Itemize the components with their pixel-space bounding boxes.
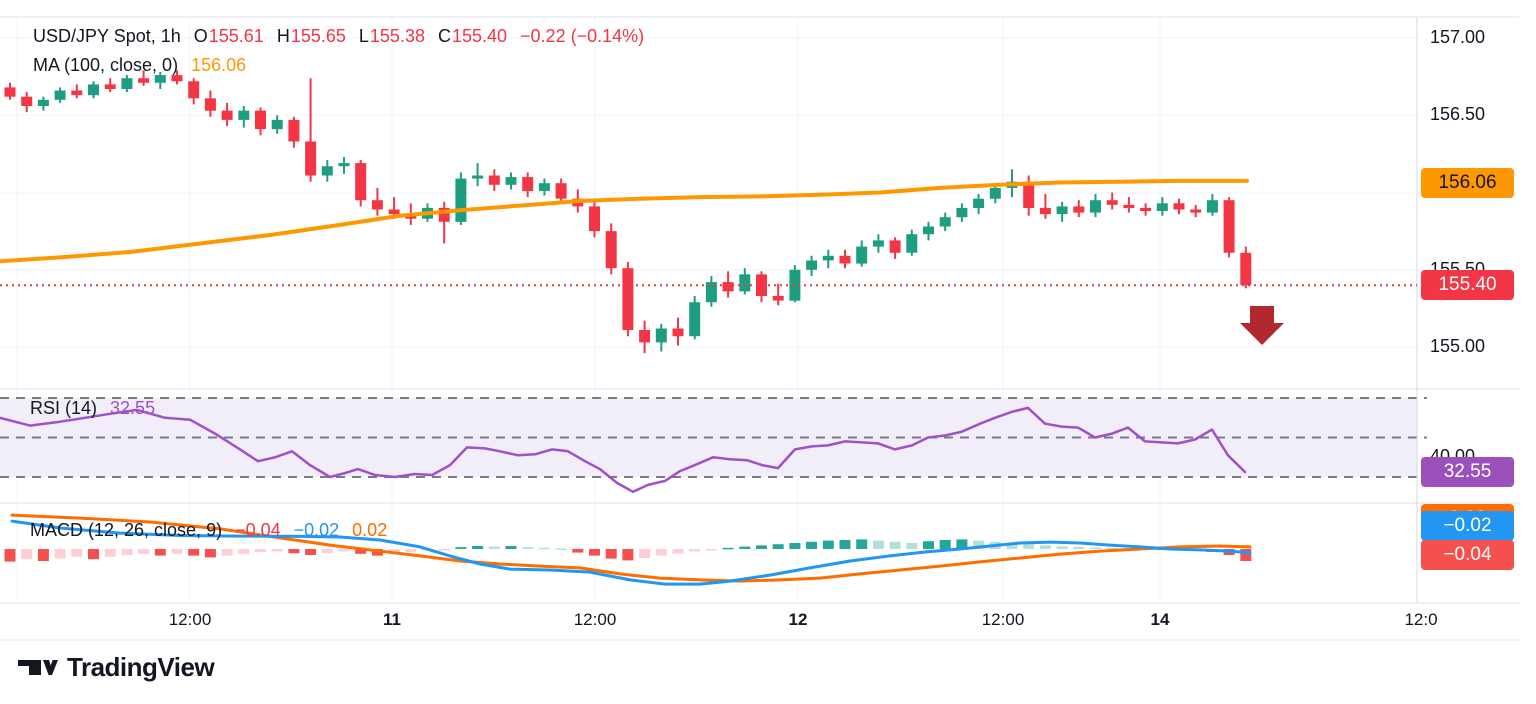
symbol-title: USD/JPY Spot, 1h [33, 26, 181, 46]
macd-line-value: −0.02 [293, 520, 340, 540]
macd-label: MACD (12, 26, close, 9) [30, 520, 223, 540]
rsi-value: 32.55 [110, 398, 156, 418]
ma-label: MA (100, close, 0) [33, 55, 179, 75]
macd-hist-value: −0.04 [235, 520, 281, 540]
tradingview-logo-text: TradingView [67, 652, 215, 682]
change-value: −0.22 (−0.14%) [520, 26, 645, 46]
ohlc-high: H 155.65 [276, 26, 346, 46]
tradingview-logo[interactable]: TradingView [18, 652, 215, 683]
ohlc-low: L 155.38 [358, 26, 425, 46]
ma-legend[interactable]: MA (100, close, 0) 156.06 [33, 55, 246, 76]
macd-legend[interactable]: MACD (12, 26, close, 9) −0.04 −0.02 0.02 [30, 520, 387, 541]
ohlc-close: C 155.40 [437, 26, 508, 46]
ma-price-badge: 156.06 [1421, 168, 1514, 198]
ma-value: 156.06 [191, 55, 247, 75]
rsi-label: RSI (14) [30, 398, 98, 418]
macd-line-badge: −0.02 [1421, 511, 1514, 541]
symbol-legend[interactable]: USD/JPY Spot, 1h O 155.61 H 155.65 L 155.38… [33, 26, 644, 47]
last-price-badge: 155.40 [1421, 270, 1514, 300]
tradingview-logo-icon [18, 660, 58, 675]
ohlc-open: O 155.61 [193, 26, 264, 46]
rsi-legend[interactable]: RSI (14) 32.55 [30, 398, 155, 419]
rsi-value-badge: 32.55 [1421, 457, 1514, 487]
macd-signal-value: 0.02 [352, 520, 388, 540]
macd-hist-badge: −0.04 [1421, 540, 1514, 570]
